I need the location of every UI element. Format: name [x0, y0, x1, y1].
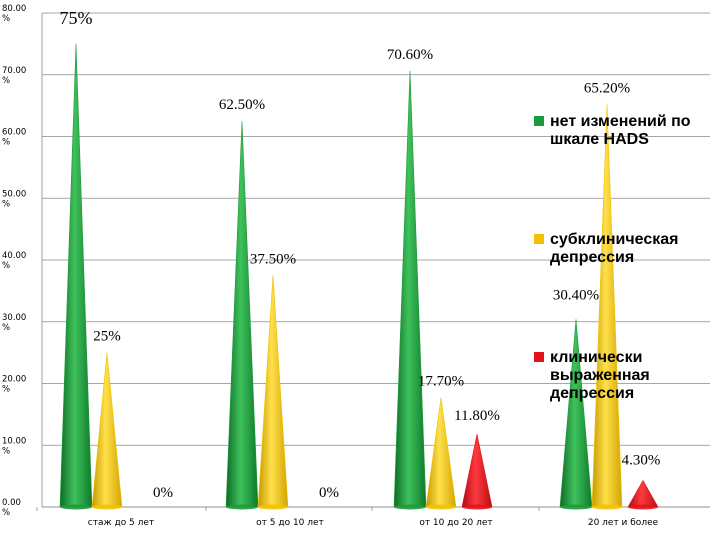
y-axis: 0.00%10.00%20.00%30.00%40.00%50.00%60.00… — [2, 4, 43, 518]
y-tick-label: % — [2, 508, 10, 518]
y-tick-label: % — [2, 323, 10, 333]
cone-base-0-0 — [60, 504, 92, 510]
legend-swatch — [534, 116, 544, 126]
y-tick-label: % — [2, 138, 10, 148]
legend-swatch — [534, 352, 544, 362]
data-label: 62.50% — [219, 97, 265, 113]
cone-1-2 — [425, 397, 457, 508]
y-tick-label: 20.00 — [2, 375, 26, 385]
data-label: 4.30% — [622, 452, 661, 468]
y-tick-label: 80.00 — [2, 4, 26, 14]
data-label: 70.60% — [387, 47, 433, 63]
legend-swatch — [534, 234, 544, 244]
cone-base-1-1 — [258, 504, 288, 510]
data-labels: 75% 62.50% 70.60% 30.40% 25% 37.50% 17.70% 65.2… — [60, 8, 661, 501]
y-tick-label: 30.00 — [2, 313, 26, 323]
cone-base-0-3 — [560, 504, 592, 510]
y-tick-label: % — [2, 199, 10, 209]
y-tick-label: 50.00 — [2, 189, 26, 199]
y-tick-label: 70.00 — [2, 66, 26, 76]
data-label: 0% — [153, 485, 173, 501]
cone-1-3 — [591, 104, 623, 508]
y-tick-label: 10.00 — [2, 436, 26, 446]
cone-0-1 — [225, 121, 259, 508]
x-tick-label: от 5 до 10 лет — [256, 518, 324, 528]
legend-entry-label: выраженная — [550, 367, 650, 384]
x-axis: стаж до 5 лет от 5 до 10 лет от 10 до 20 л… — [36, 506, 710, 528]
y-tick-label: % — [2, 446, 10, 456]
y-tick-label: % — [2, 385, 10, 395]
cone-0-3 — [559, 319, 593, 508]
data-label: 0% — [319, 485, 339, 501]
cone-1-0 — [91, 352, 123, 508]
legend-entry-label: шкале HADS — [550, 131, 649, 148]
data-series — [59, 43, 659, 510]
legend-entry-label: депрессия — [550, 249, 634, 266]
legend-entry-label: нет изменений по — [550, 113, 691, 130]
legend-entry-label: субклиническая — [550, 231, 679, 248]
cone-base-0-2 — [394, 504, 426, 510]
data-label: 11.80% — [454, 408, 500, 424]
legend-entry-label: депрессия — [550, 385, 634, 402]
data-label: 75% — [60, 8, 93, 28]
cone-base-1-2 — [426, 504, 456, 510]
x-tick-label: от 10 до 20 лет — [419, 518, 492, 528]
cone-0-0 — [59, 43, 93, 508]
y-tick-label: % — [2, 261, 10, 271]
cone-base-1-0 — [92, 504, 122, 510]
data-label: 25% — [93, 329, 121, 345]
cone-1-1 — [257, 275, 289, 508]
data-label: 30.40% — [553, 287, 599, 303]
data-label: 17.70% — [418, 374, 464, 390]
y-tick-label: % — [2, 76, 10, 86]
y-tick-label: 40.00 — [2, 251, 26, 261]
y-tick-label: 60.00 — [2, 128, 26, 138]
legend-entry-label: клинически — [550, 349, 642, 366]
cone-base-1-3 — [592, 504, 622, 510]
y-tick-label: % — [2, 14, 10, 24]
cone-base-2-2 — [462, 504, 492, 510]
cone-base-0-1 — [226, 504, 258, 510]
cone-base-2-3 — [628, 504, 658, 510]
gridlines — [42, 12, 710, 508]
y-tick-label: 0.00 — [2, 498, 21, 508]
cone-2-3 — [627, 479, 659, 508]
data-label: 37.50% — [250, 251, 296, 267]
x-tick-label: 20 лет и более — [588, 518, 659, 528]
data-label: 65.20% — [584, 80, 630, 96]
x-tick-label: стаж до 5 лет — [88, 518, 154, 528]
